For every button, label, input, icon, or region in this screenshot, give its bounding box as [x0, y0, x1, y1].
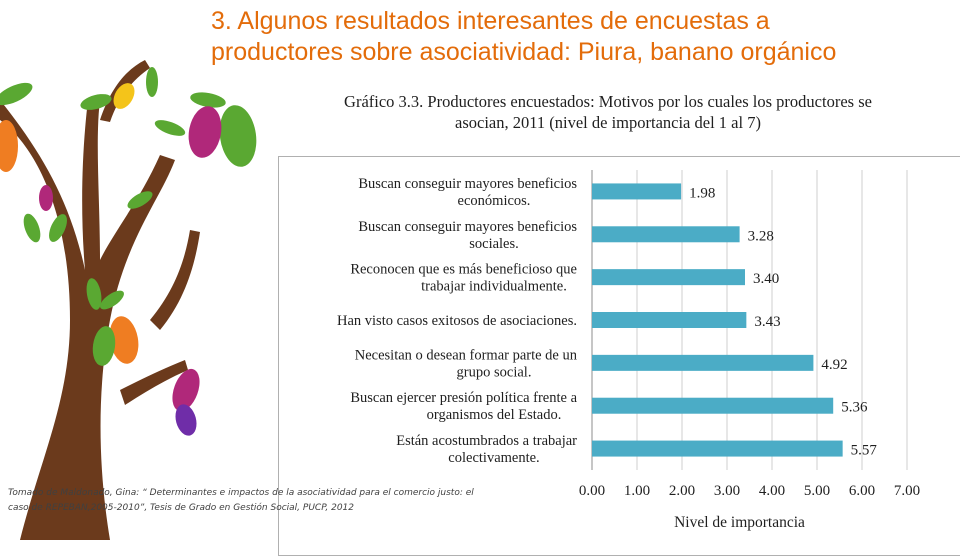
slide-title-line-1: 3. Algunos resultados interesantes de en…	[211, 7, 770, 35]
bar-chart: 0.00 1.00 2.00 3.00 4.00 5.00 6.00 7.00 1.98 Busc…	[337, 170, 920, 531]
x-tick-label: 0.00	[579, 483, 605, 499]
chart-title-line-1: Gráfico 3.3. Productores encuestados: Mo…	[344, 92, 872, 111]
bar	[592, 440, 843, 457]
category-label: Necesitan o desean formar parte de un	[355, 347, 578, 363]
x-tick-label: 7.00	[894, 483, 920, 499]
bar	[592, 312, 747, 328]
x-tick-label: 6.00	[849, 483, 875, 499]
category-label: Buscan ejercer presión política frente a	[350, 390, 577, 406]
value-label: 1.98	[689, 185, 715, 201]
bar	[592, 269, 745, 286]
cacao-pods	[0, 83, 257, 436]
category-label: Han visto casos exitosos de asociaciones…	[337, 313, 577, 329]
value-label: 5.57	[851, 443, 878, 459]
value-label: 4.92	[821, 357, 847, 373]
x-tick-label: 4.00	[759, 483, 785, 499]
bar	[592, 183, 682, 200]
category-label: grupo social.	[457, 364, 532, 380]
value-label: 3.28	[748, 228, 774, 244]
bar	[592, 226, 740, 243]
cacao-leaves	[0, 67, 226, 310]
x-tick-label: 1.00	[624, 483, 650, 499]
category-label: Buscan conseguir mayores beneficios	[358, 219, 577, 235]
category-label: sociales.	[469, 236, 519, 252]
slide-title: 3. Algunos resultados interesantes de en…	[211, 6, 956, 66]
category-label: Reconocen que es más beneficioso que	[350, 262, 577, 278]
chart-title-line-2: asocian, 2011 (nivel de importancia del …	[455, 113, 761, 132]
bar	[592, 354, 814, 371]
source-note: Tomado de Maldonado, Gina: “ Determinant…	[8, 488, 474, 513]
chart-title: Gráfico 3.3. Productores encuestados: Mo…	[278, 91, 938, 133]
value-label: 3.40	[753, 271, 779, 287]
value-label: 5.36	[841, 400, 868, 416]
bar	[592, 397, 834, 414]
category-label: Están acostumbrados a trabajar	[396, 433, 577, 449]
x-tick-label: 5.00	[804, 483, 830, 499]
category-label: colectivamente.	[448, 450, 539, 466]
category-label: económicos.	[458, 193, 531, 209]
x-tick-label: 3.00	[714, 483, 740, 499]
slide-title-line-2: productores sobre asociatividad: Piura, …	[211, 38, 837, 66]
value-label: 3.43	[754, 314, 780, 330]
x-tick-label: 2.00	[669, 483, 695, 499]
category-label: trabajar individualmente.	[421, 279, 567, 295]
cacao-tree-illustration	[0, 60, 257, 540]
category-label: organismos del Estado.	[427, 407, 562, 423]
category-label: Buscan conseguir mayores beneficios	[358, 176, 577, 192]
x-axis-label: Nivel de importancia	[674, 514, 805, 531]
